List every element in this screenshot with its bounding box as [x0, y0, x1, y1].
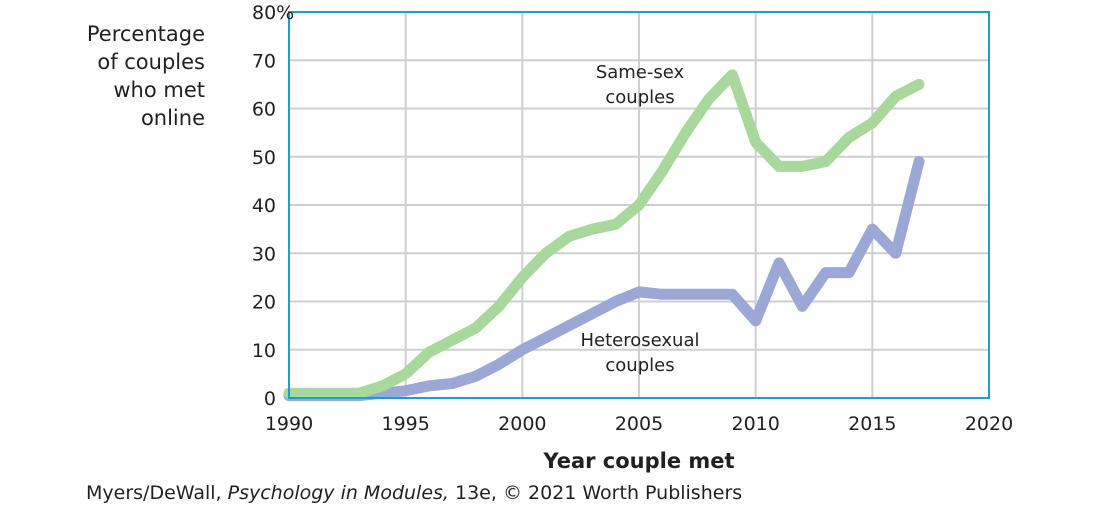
y-axis-label: Percentage of couples who met online: [87, 20, 205, 132]
source-credit: Myers/DeWall, Psychology in Modules, 13e…: [86, 482, 742, 504]
y-tick-label: 60: [252, 99, 276, 121]
credit-title: Psychology in Modules,: [227, 482, 449, 504]
series-label: Heterosexual: [581, 330, 700, 351]
plot-frame: [288, 11, 990, 399]
y-tick-label: 80%: [252, 2, 294, 24]
x-tick-label: 2015: [848, 413, 896, 435]
y-tick-label: 0: [264, 388, 276, 410]
y-axis-label-line: of couples: [97, 50, 205, 74]
y-tick-label: 50: [252, 147, 276, 169]
x-tick-label: 1995: [381, 413, 429, 435]
x-tick-label: 2005: [615, 413, 663, 435]
series-line: [283, 156, 925, 402]
y-tick-label: 30: [252, 243, 276, 265]
x-tick-label: 2010: [731, 413, 779, 435]
series-line: [283, 69, 925, 399]
x-tick-label: 2000: [498, 413, 546, 435]
y-tick-label: 40: [252, 195, 276, 217]
y-tick-label: 10: [252, 340, 276, 362]
y-axis-label-line: Percentage: [86, 22, 205, 46]
x-axis-label: Year couple met: [542, 449, 734, 473]
credit-rest: 13e, © 2021 Worth Publishers: [448, 482, 743, 504]
x-tick-label: 2020: [965, 413, 1013, 435]
series-label: couples: [605, 87, 674, 108]
y-tick-label: 70: [252, 50, 276, 72]
series-label: couples: [605, 355, 674, 376]
credit-authors: Myers/DeWall,: [86, 482, 228, 504]
series-label: Same-sex: [596, 62, 685, 83]
y-axis-label-line: online: [140, 106, 205, 130]
y-tick-label: 20: [252, 292, 276, 314]
x-tick-label: 1990: [265, 413, 313, 435]
y-axis-label-line: who met: [113, 78, 205, 102]
